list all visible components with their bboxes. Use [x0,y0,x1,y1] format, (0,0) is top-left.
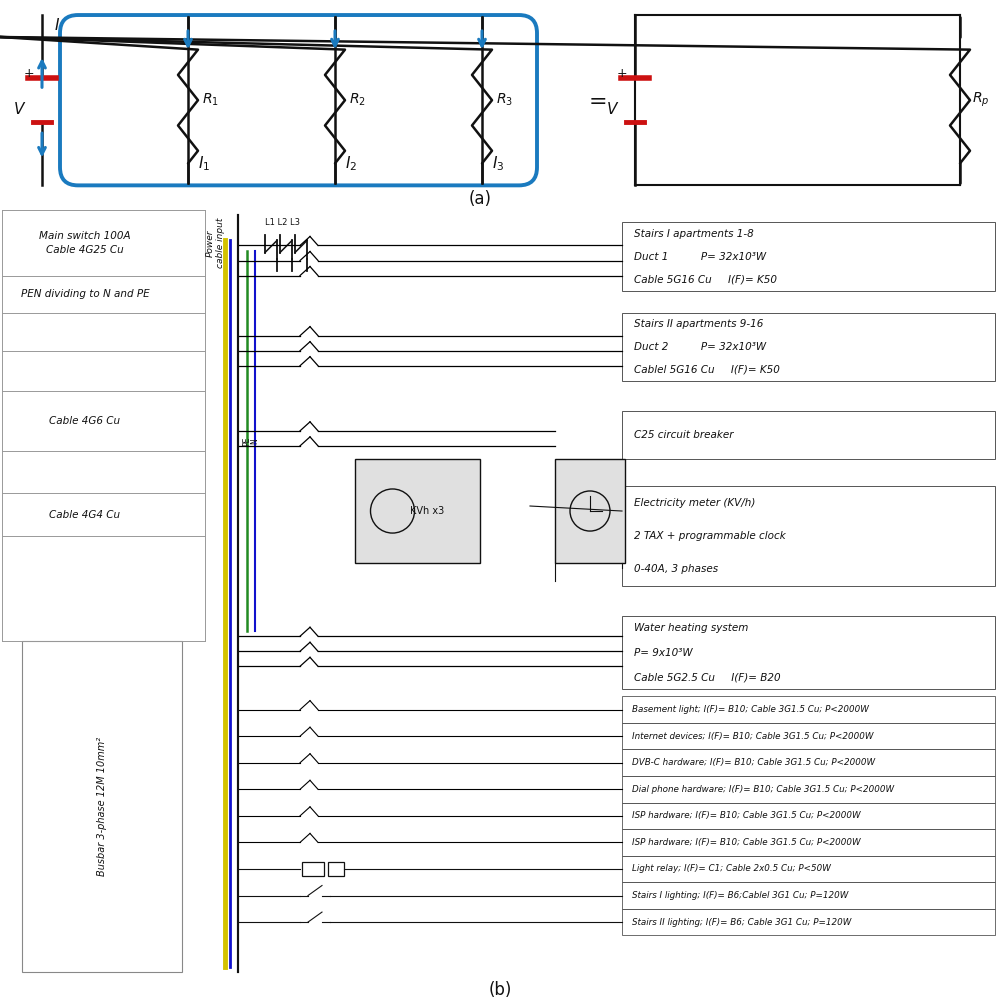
Text: $I_2$: $I_2$ [345,154,357,172]
Bar [622,616,995,689]
Text: Stairs I apartments 1-8: Stairs I apartments 1-8 [634,228,754,238]
Bar [555,459,625,563]
Text: Light relay; I(F)= C1; Cable 2x0.5 Cu; P<50W: Light relay; I(F)= C1; Cable 2x0.5 Cu; P… [632,865,831,874]
Text: $I_1$: $I_1$ [198,154,210,172]
Text: $R_3$: $R_3$ [496,92,513,108]
Text: ISP hardware; I(F)= B10; Cable 3G1.5 Cu; P<2000W: ISP hardware; I(F)= B10; Cable 3G1.5 Cu;… [632,838,861,847]
Text: C25 circuit breaker: C25 circuit breaker [634,430,734,440]
Text: Dial phone hardware; I(F)= B10; Cable 3G1.5 Cu; P<2000W: Dial phone hardware; I(F)= B10; Cable 3G… [632,785,894,794]
Text: $R_1$: $R_1$ [202,92,219,108]
Text: $R_p$: $R_p$ [972,91,989,109]
Text: $R_2$: $R_2$ [349,92,366,108]
Bar [622,222,995,291]
Text: Internet devices; I(F)= B10; Cable 3G1.5 Cu; P<2000W: Internet devices; I(F)= B10; Cable 3G1.5… [632,731,874,740]
Text: Duct 1          P= 32x10³W: Duct 1 P= 32x10³W [634,252,766,262]
Text: $I$: $I$ [54,17,60,33]
Text: ISP hardware; I(F)= B10; Cable 3G1.5 Cu; P<2000W: ISP hardware; I(F)= B10; Cable 3G1.5 Cu;… [632,812,861,821]
Text: Stairs II lighting; I(F)= B6; Cable 3G1 Cu; P=120W: Stairs II lighting; I(F)= B6; Cable 3G1 … [632,918,851,927]
Text: DVB-C hardware; I(F)= B10; Cable 3G1.5 Cu; P<2000W: DVB-C hardware; I(F)= B10; Cable 3G1.5 C… [632,759,875,768]
Text: Main switch 100A
Cable 4G25 Cu: Main switch 100A Cable 4G25 Cu [39,231,131,255]
Bar [355,459,480,563]
Bar [622,883,995,909]
Bar [622,696,995,723]
Text: Cablel 5G16 Cu     I(F)= K50: Cablel 5G16 Cu I(F)= K50 [634,365,780,375]
Text: P= 9x10³W: P= 9x10³W [634,648,693,657]
Text: $V$: $V$ [606,101,620,117]
Text: Stairs II apartments 9-16: Stairs II apartments 9-16 [634,319,763,329]
Text: +: + [24,67,34,80]
Text: PEN dividing to N and PE: PEN dividing to N and PE [21,290,149,299]
Bar [22,641,182,972]
Text: Cable 5G2.5 Cu     I(F)= B20: Cable 5G2.5 Cu I(F)= B20 [634,672,781,682]
Bar [622,777,995,803]
Text: $=$: $=$ [584,90,606,110]
Text: +: + [617,67,627,80]
Text: 0-40A, 3 phases: 0-40A, 3 phases [634,564,718,574]
Text: Cable 4G4 Cu: Cable 4G4 Cu [49,510,121,519]
Bar [622,486,995,586]
Text: KVh x3: KVh x3 [410,506,445,516]
Text: L1 L2 L3: L1 L2 L3 [265,218,300,226]
Text: (b): (b) [488,981,512,999]
Text: Water heating system: Water heating system [634,623,748,633]
Bar [328,862,344,876]
Text: $I_3$: $I_3$ [492,154,504,172]
Bar [302,862,324,876]
Bar [622,313,995,381]
Bar [622,749,995,777]
Text: 2 TAX + programmable clock: 2 TAX + programmable clock [634,531,786,541]
Bar [622,909,995,936]
Bar [622,856,995,883]
Text: $V$: $V$ [13,101,27,117]
Text: Duct 2          P= 32x10³W: Duct 2 P= 32x10³W [634,342,766,352]
Bar [622,411,995,459]
Text: Electricity meter (KV/h): Electricity meter (KV/h) [634,498,755,508]
Bar [622,803,995,830]
Text: (a): (a) [468,190,492,208]
Text: Cable 4G6 Cu: Cable 4G6 Cu [49,416,121,426]
Text: Stairs I lighting; I(F)= B6;Cablel 3G1 Cu; P=120W: Stairs I lighting; I(F)= B6;Cablel 3G1 C… [632,891,848,900]
Text: PE: PE [243,436,252,446]
Text: Power
cable input: Power cable input [205,217,225,269]
Text: Busbar 3-phase 12M 10mm²: Busbar 3-phase 12M 10mm² [97,737,107,876]
Bar [622,830,995,856]
Text: N: N [250,438,260,444]
Text: Basement light; I(F)= B10; Cable 3G1.5 Cu; P<2000W: Basement light; I(F)= B10; Cable 3G1.5 C… [632,705,869,714]
Bar [622,723,995,749]
Text: Cable 5G16 Cu     I(F)= K50: Cable 5G16 Cu I(F)= K50 [634,275,777,285]
